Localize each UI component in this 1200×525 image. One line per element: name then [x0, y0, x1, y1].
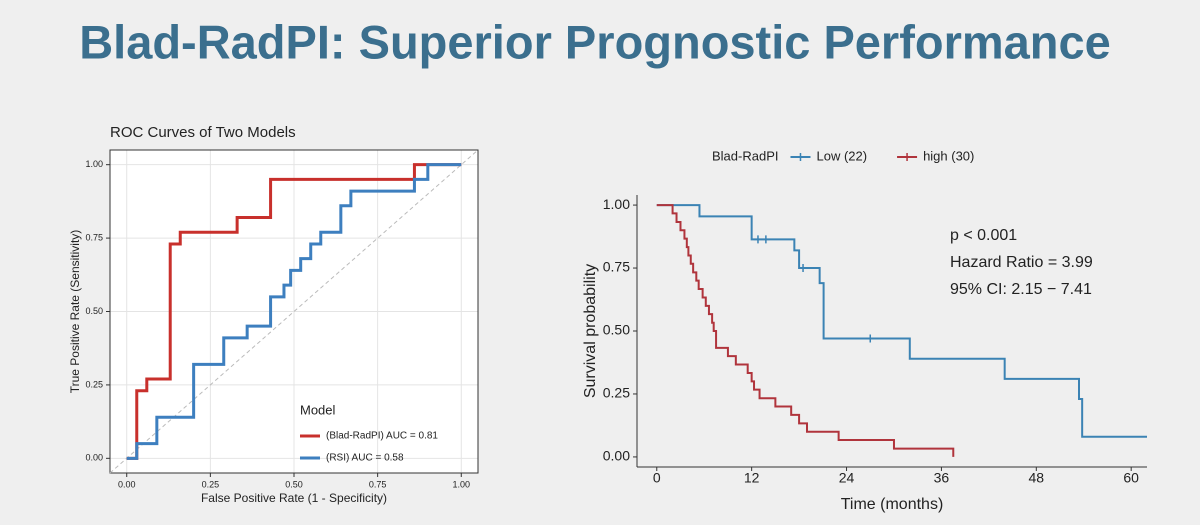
censor-mark — [866, 334, 875, 343]
legend-label: (RSI) AUC = 0.58 — [326, 453, 404, 464]
y-tick-label: 0.00 — [85, 453, 103, 463]
annotation: Hazard Ratio = 3.99 — [950, 254, 1093, 271]
plot-border — [109, 149, 479, 474]
x-tick-label: 0.25 — [202, 479, 220, 489]
legend-title: Blad-RadPI — [712, 148, 778, 163]
x-tick-label: 48 — [1029, 470, 1045, 486]
y-axis-label: Survival probability — [582, 264, 599, 398]
x-tick-label: 60 — [1123, 470, 1139, 486]
x-tick-label: 36 — [934, 470, 950, 486]
y-tick-label: 0.50 — [85, 306, 103, 316]
y-tick-label: 0.00 — [603, 448, 630, 464]
y-tick-label: 0.75 — [603, 259, 630, 275]
legend-label: (Blad-RadPI) AUC = 0.81 — [326, 431, 438, 442]
legend-label: Low (22) — [816, 148, 867, 163]
step-line — [656, 204, 1147, 438]
reference-diagonal — [109, 149, 479, 474]
y-tick-label: 0.25 — [85, 379, 103, 389]
y-tick-label: 1.00 — [85, 159, 103, 169]
x-tick-label: 0.00 — [118, 479, 136, 489]
y-axis-label: True Positive Rate (Sensitivity) — [68, 230, 82, 394]
legend-title: Model — [300, 402, 336, 417]
censor-mark — [799, 264, 808, 273]
step-line — [656, 204, 955, 457]
x-tick-label: 1.00 — [453, 479, 471, 489]
y-tick-label: 0.50 — [603, 322, 630, 338]
annotation: 95% CI: 2.15 − 7.41 — [950, 281, 1092, 298]
x-tick-label: 0.75 — [369, 479, 387, 489]
x-tick-label: 12 — [744, 470, 760, 486]
x-axis-label: False Positive Rate (1 - Specificity) — [201, 491, 387, 505]
x-axis-label: Time (months) — [841, 496, 944, 513]
censor-mark — [761, 235, 770, 244]
annotation: p < 0.001 — [950, 227, 1017, 244]
legend-label: high (30) — [923, 148, 974, 163]
y-tick-label: 0.75 — [85, 232, 103, 242]
y-tick-label: 1.00 — [603, 196, 630, 212]
x-tick-label: 0 — [653, 470, 661, 486]
step-line — [126, 163, 462, 460]
slide-title: Blad-RadPI: Superior Prognostic Performa… — [79, 15, 1111, 68]
chart-title: ROC Curves of Two Models — [110, 124, 296, 141]
y-tick-label: 0.25 — [603, 385, 630, 401]
censor-mark — [753, 235, 762, 244]
step-line — [126, 163, 462, 460]
x-tick-label: 0.50 — [285, 479, 303, 489]
x-tick-label: 24 — [839, 470, 855, 486]
